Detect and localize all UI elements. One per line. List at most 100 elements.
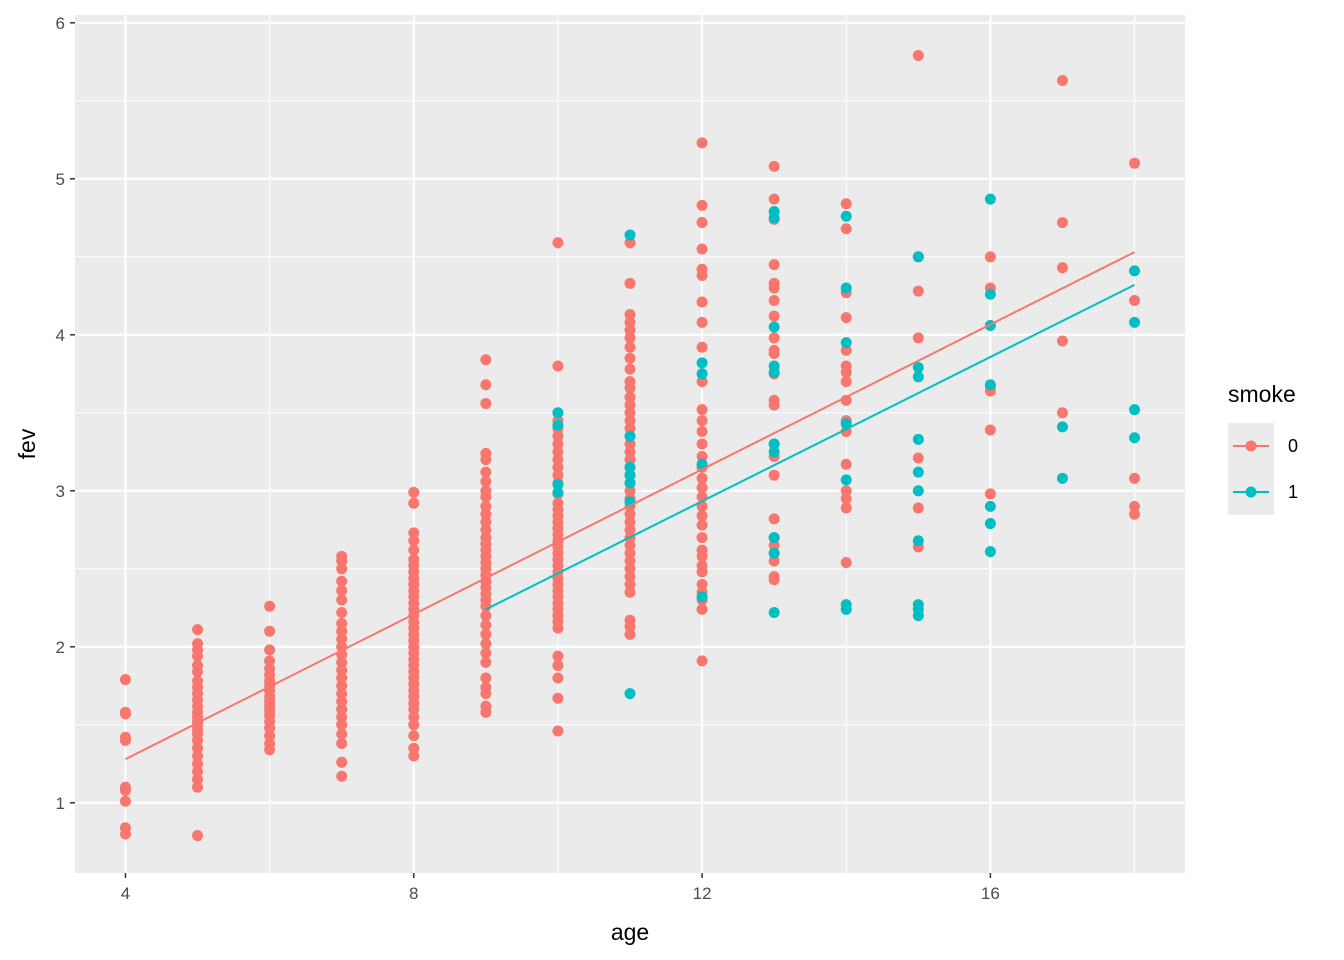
data-point-smoke-0: [408, 750, 420, 762]
data-point-smoke-0: [624, 454, 636, 466]
data-point-smoke-0: [840, 376, 852, 388]
data-point-smoke-0: [840, 557, 852, 569]
data-point-smoke-0: [624, 237, 636, 249]
data-point-smoke-0: [192, 781, 204, 793]
data-point-smoke-0: [408, 719, 420, 731]
data-point-smoke-0: [264, 644, 276, 656]
data-point-smoke-0: [192, 758, 204, 770]
data-point-smoke-0: [768, 259, 780, 271]
y-axis: 1 2 3 4 5 6: [56, 14, 75, 813]
data-point-smoke-1: [696, 357, 708, 369]
fit-line-smoke-0: [125, 251, 1135, 761]
data-point-smoke-1: [912, 251, 924, 263]
fit-line-smoke-1: [485, 283, 1135, 611]
data-point-smoke-0: [264, 722, 276, 734]
x-tick-label: 16: [981, 884, 1000, 903]
data-point-smoke-0: [552, 446, 564, 458]
data-point-smoke-0: [624, 363, 636, 375]
data-point-smoke-1: [624, 461, 636, 473]
data-point-smoke-1: [768, 532, 780, 544]
data-point-smoke-1: [912, 485, 924, 497]
data-point-smoke-1: [984, 193, 996, 205]
data-point-smoke-1: [912, 433, 924, 445]
data-point-smoke-0: [624, 516, 636, 528]
data-point-smoke-0: [696, 376, 708, 388]
data-point-smoke-0: [624, 578, 636, 590]
data-point-smoke-0: [768, 160, 780, 172]
data-point-smoke-0: [1129, 472, 1141, 484]
data-point-smoke-0: [336, 585, 348, 597]
data-point-smoke-0: [696, 438, 708, 450]
data-point-smoke-0: [480, 647, 492, 659]
data-point-smoke-0: [408, 742, 420, 754]
data-point-smoke-0: [408, 544, 420, 556]
data-point-smoke-1: [984, 546, 996, 558]
data-point-smoke-1: [552, 486, 564, 498]
legend-title: smoke: [1228, 381, 1296, 407]
data-point-smoke-1: [624, 469, 636, 481]
legend: smoke 01: [1228, 381, 1298, 515]
data-point-smoke-0: [552, 237, 564, 249]
data-point-smoke-0: [408, 711, 420, 723]
data-point-smoke-1: [912, 466, 924, 478]
data-point-smoke-1: [768, 321, 780, 333]
data-point-smoke-0: [768, 513, 780, 525]
data-point-smoke-0: [768, 469, 780, 481]
data-point-smoke-0: [119, 674, 131, 686]
data-point-smoke-0: [336, 770, 348, 782]
data-point-smoke-0: [1056, 216, 1068, 228]
data-point-smoke-0: [408, 535, 420, 547]
data-point-smoke-0: [480, 354, 492, 366]
data-point-smoke-0: [480, 500, 492, 512]
data-point-smoke-0: [480, 466, 492, 478]
data-point-smoke-0: [696, 566, 708, 578]
data-point-smoke-0: [912, 332, 924, 344]
data-point-smoke-1: [1129, 432, 1141, 444]
data-point-smoke-0: [192, 750, 204, 762]
data-point-smoke-0: [912, 502, 924, 514]
data-point-smoke-1: [624, 477, 636, 489]
data-point-smoke-0: [840, 502, 852, 514]
data-point-smoke-0: [480, 656, 492, 668]
data-point-smoke-0: [1056, 75, 1068, 87]
data-point-smoke-0: [624, 332, 636, 344]
data-point-smoke-0: [768, 282, 780, 294]
data-point-smoke-1: [624, 430, 636, 442]
data-point-smoke-0: [264, 744, 276, 756]
data-point-smoke-0: [696, 199, 708, 211]
data-point-smoke-0: [336, 575, 348, 587]
data-point-smoke-1: [840, 474, 852, 486]
data-point-smoke-0: [696, 137, 708, 149]
data-point-smoke-0: [119, 795, 131, 807]
data-point-smoke-0: [192, 773, 204, 785]
data-point-smoke-0: [552, 660, 564, 672]
data-point-smoke-0: [264, 600, 276, 612]
data-point-smoke-0: [480, 688, 492, 700]
data-point-smoke-0: [336, 594, 348, 606]
x-tick-label: 12: [693, 884, 712, 903]
data-point-smoke-0: [408, 497, 420, 509]
data-point-smoke-0: [696, 341, 708, 353]
data-point-smoke-0: [624, 382, 636, 394]
data-point-smoke-0: [480, 619, 492, 631]
data-point-smoke-0: [336, 563, 348, 575]
data-point-smoke-0: [192, 742, 204, 754]
data-point-smoke-0: [192, 624, 204, 636]
data-point-smoke-0: [768, 310, 780, 322]
data-point-smoke-1: [840, 337, 852, 349]
data-point-smoke-0: [768, 294, 780, 306]
data-point-smoke-0: [984, 488, 996, 500]
data-point-smoke-1: [552, 407, 564, 419]
data-point-smoke-0: [696, 450, 708, 462]
data-point-smoke-0: [552, 438, 564, 450]
data-point-smoke-1: [1129, 265, 1141, 277]
data-point-smoke-0: [696, 426, 708, 438]
data-point-smoke-0: [696, 270, 708, 282]
data-point-smoke-0: [912, 452, 924, 464]
data-point-smoke-0: [1129, 157, 1141, 169]
data-point-smoke-0: [768, 574, 780, 586]
data-point-smoke-1: [912, 371, 924, 383]
data-point-smoke-0: [192, 650, 204, 662]
data-point-smoke-0: [480, 516, 492, 528]
